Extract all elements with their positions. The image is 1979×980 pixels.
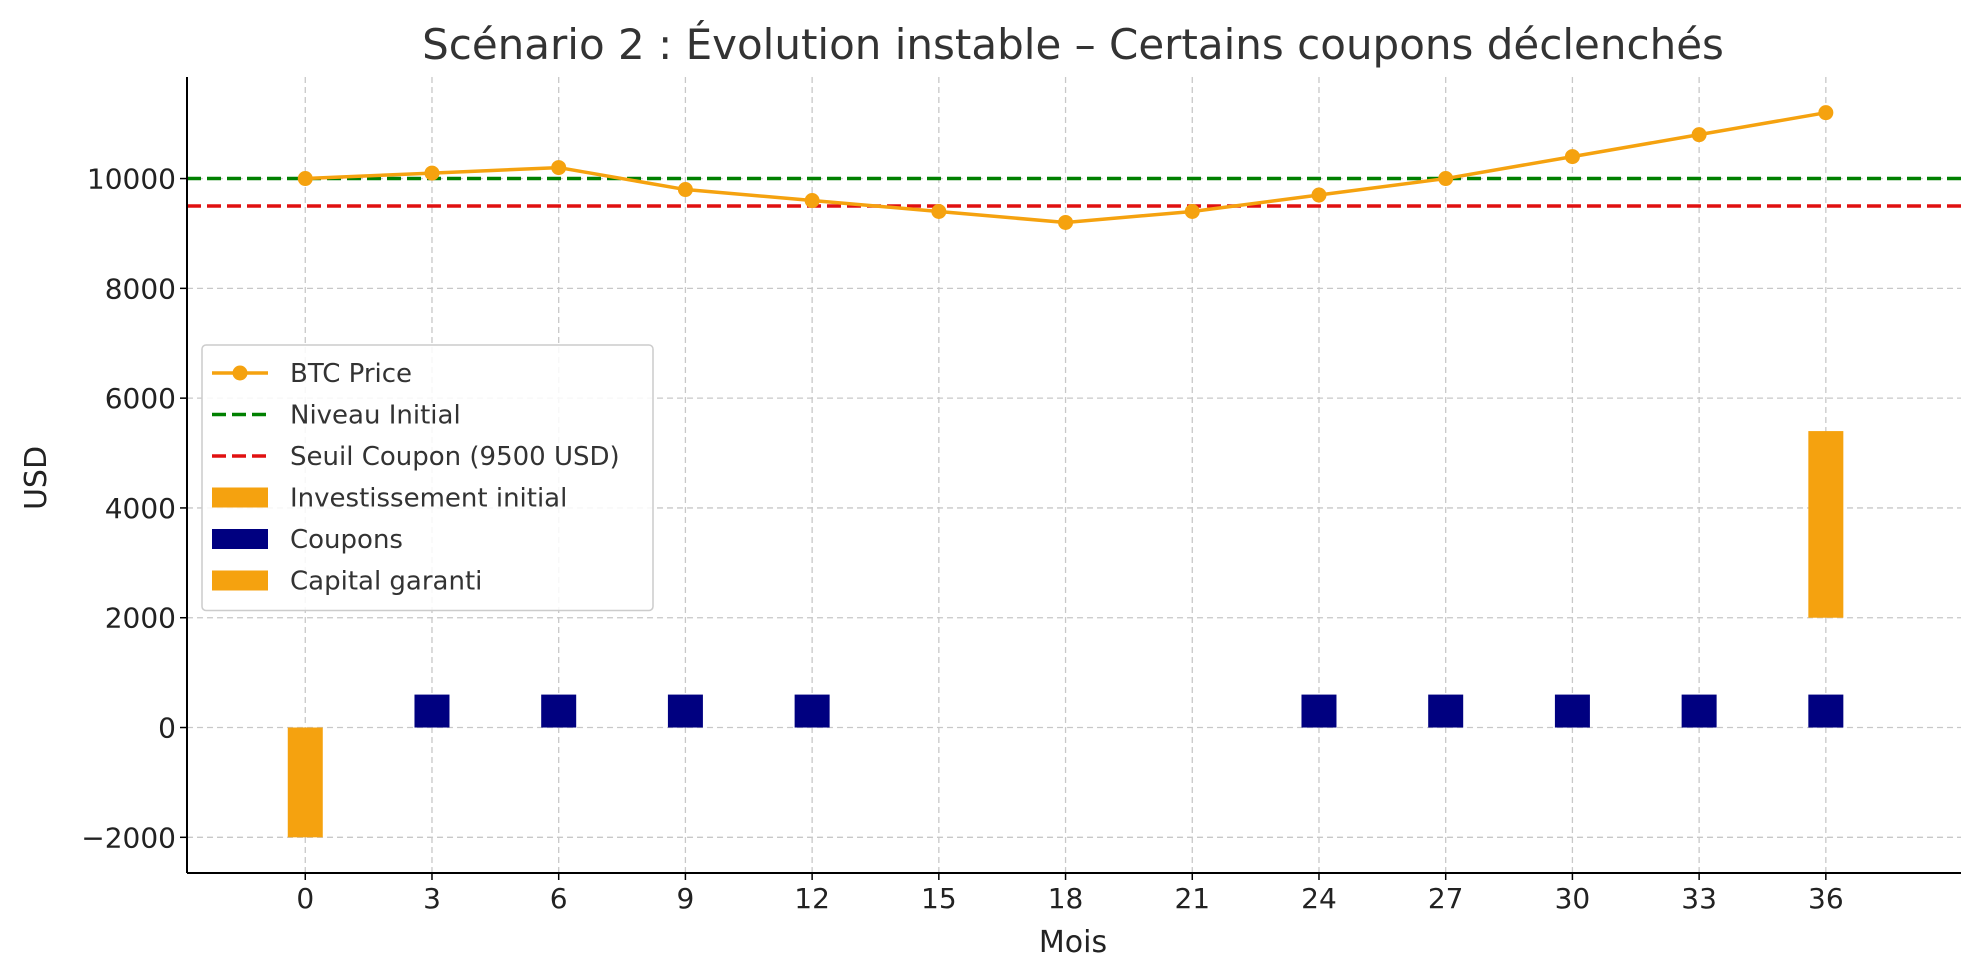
bar-capital-garanti (1808, 431, 1844, 618)
btc-price-point (931, 203, 947, 219)
bars (287, 431, 1844, 838)
btc-price-point (1818, 105, 1834, 121)
bar-coupons (794, 694, 830, 728)
bar-coupons (1808, 694, 1844, 728)
y-tick-label: 4000 (105, 492, 176, 525)
bar-coupons (414, 694, 450, 728)
x-tick-label: 12 (794, 882, 830, 915)
bar-coupons (541, 694, 577, 728)
legend-swatch-coupons (212, 529, 268, 549)
bar-investissement-initial (287, 727, 323, 838)
bar-coupons (1301, 694, 1337, 728)
btc-price-point (551, 160, 567, 176)
y-tick-label: 2000 (105, 602, 176, 635)
x-tick-label: 24 (1301, 882, 1337, 915)
legend-label-investissement-initial: Investissement initial (290, 484, 567, 514)
bar-coupons (1554, 694, 1590, 728)
btc-price-point (1184, 203, 1200, 219)
btc-price-point (1311, 187, 1327, 203)
x-tick-label: 30 (1555, 882, 1591, 915)
btc-price-point (1058, 214, 1074, 230)
y-axis-label: USD (19, 446, 54, 510)
x-tick-label: 33 (1681, 882, 1717, 915)
x-tick-label: 27 (1428, 882, 1464, 915)
x-tick-label: 18 (1048, 882, 1084, 915)
x-tick-label: 3 (423, 882, 441, 915)
btc-price-point (1564, 149, 1580, 165)
axes (180, 77, 1961, 880)
chart-title: Scénario 2 : Évolution instable – Certai… (422, 19, 1724, 69)
x-tick-label: 21 (1174, 882, 1210, 915)
legend-swatch-investissement-initial (212, 487, 268, 508)
x-tick-label: 0 (296, 882, 314, 915)
bar-coupons (667, 694, 703, 728)
btc-price-series (297, 105, 1834, 230)
y-tick-label: 8000 (105, 272, 176, 305)
tick-labels: 0 3 6 9 12 15 18 21 24 27 30 33 36−20000200040006000… (81, 163, 1843, 915)
btc-price-point (297, 171, 313, 187)
y-tick-label: 10000 (87, 163, 176, 196)
legend-swatch-capital-garanti (212, 570, 268, 591)
bar-coupons (1681, 694, 1717, 728)
legend-label-seuil-coupon-9500-usd-: Seuil Coupon (9500 USD) (290, 442, 620, 472)
x-tick-label: 15 (921, 882, 957, 915)
legend-marker-btc-price (232, 365, 248, 381)
legend-label-capital-garanti: Capital garanti (290, 567, 482, 597)
legend-label-niveau-initial: Niveau Initial (290, 401, 461, 431)
btc-price-point (1438, 171, 1454, 187)
legend: BTC Price Niveau Initial Seuil Coupon (950… (201, 344, 654, 612)
y-tick-label: −2000 (81, 821, 176, 854)
btc-price-point (424, 165, 440, 181)
y-tick-label: 0 (158, 712, 176, 745)
btc-price-point (1691, 127, 1707, 143)
threshold-lines (187, 176, 1961, 208)
legend-label-btc-price: BTC Price (290, 359, 412, 389)
x-tick-label: 6 (550, 882, 568, 915)
x-tick-label: 9 (676, 882, 694, 915)
x-tick-label: 36 (1808, 882, 1844, 915)
x-axis-label: Mois (1039, 925, 1107, 960)
legend-label-coupons: Coupons (290, 525, 403, 555)
btc-price-point (804, 193, 820, 209)
legend-frame (201, 344, 654, 612)
y-tick-label: 6000 (105, 382, 176, 415)
bar-coupons (1428, 694, 1464, 728)
btc-price-point (677, 182, 693, 198)
